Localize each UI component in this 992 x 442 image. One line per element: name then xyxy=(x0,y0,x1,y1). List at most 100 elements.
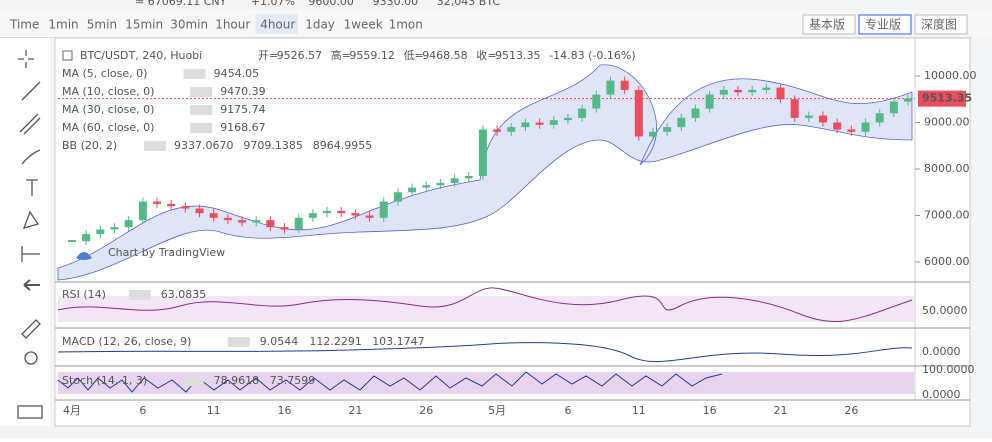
date-label: 6 xyxy=(564,404,571,417)
candle xyxy=(351,213,360,216)
indicator-value: 9337.0670 xyxy=(174,139,234,152)
rsi-line xyxy=(57,287,913,322)
pane-value: 63.0835 xyxy=(161,288,207,301)
view-label[interactable]: 基本版 xyxy=(809,18,845,32)
indicator-name: MA (5, close, 0) xyxy=(62,67,147,80)
candle xyxy=(592,94,601,109)
pane-name: MACD (12, 26, close, 9) xyxy=(62,335,191,348)
date-label: 26 xyxy=(844,404,858,417)
candle xyxy=(677,117,686,128)
ticker-text: +1.07% xyxy=(251,0,295,8)
candle xyxy=(507,127,516,132)
ohlc-text: 高= xyxy=(331,48,351,62)
interval-button[interactable]: 1week xyxy=(344,18,383,32)
candle xyxy=(563,117,572,121)
change-text: -14.83 (-0.16%) xyxy=(549,49,635,62)
candle xyxy=(691,108,700,118)
candle xyxy=(875,113,884,123)
last-price-box xyxy=(918,90,966,107)
legend-icon xyxy=(62,50,73,61)
pane-buttons xyxy=(181,376,204,386)
indicator-value: 9168.67 xyxy=(220,121,266,134)
indicator-value: 8964.9955 xyxy=(313,139,373,152)
y-tick-label: 7000.00 xyxy=(924,209,970,222)
interval-button[interactable]: 1hour xyxy=(215,18,250,32)
candle xyxy=(223,217,232,221)
candle xyxy=(252,220,261,223)
indicator-name: MA (60, close, 0) xyxy=(62,121,154,134)
interval-button[interactable]: 5min xyxy=(87,18,117,32)
candle xyxy=(393,192,402,202)
indicator-name: BB (20, 2) xyxy=(62,139,117,152)
watermark: Chart by TradingView xyxy=(108,246,225,259)
view-button[interactable] xyxy=(858,14,912,35)
indicator-buttons xyxy=(190,105,213,115)
candle xyxy=(719,89,728,95)
interval-button[interactable]: 30min xyxy=(170,18,208,32)
candle xyxy=(478,129,487,176)
date-label: 21 xyxy=(774,404,788,417)
indicator-buttons xyxy=(183,69,206,79)
view-label[interactable]: 专业版 xyxy=(865,17,901,32)
view-label[interactable]: 深度图 xyxy=(921,17,957,32)
date-label: 16 xyxy=(703,404,717,417)
pane-value: 73.7599 xyxy=(270,374,316,387)
pane-tick-label: 0.0000 xyxy=(922,388,961,401)
candle xyxy=(493,129,502,132)
indicator-value: 9470.39 xyxy=(220,85,266,98)
y-tick-label: 10000.00 xyxy=(924,69,977,82)
candle xyxy=(308,213,317,218)
view-button[interactable] xyxy=(802,14,856,35)
interval-button[interactable]: 1min xyxy=(48,18,78,32)
ticker-text: ≈ 67069.11 CNY xyxy=(135,0,227,8)
candle xyxy=(138,201,147,221)
stoch-line xyxy=(57,371,723,393)
indicator-name: MA (10, close, 0) xyxy=(62,85,154,98)
interval-active[interactable] xyxy=(255,14,299,34)
y-tick-label: 9000.00 xyxy=(924,115,970,128)
candle xyxy=(124,220,133,228)
watermark-logo xyxy=(76,252,92,260)
candle xyxy=(280,227,289,230)
interval-button[interactable]: 15min xyxy=(125,18,163,32)
pane-name: RSI (14) xyxy=(62,288,106,301)
interval-button[interactable]: 4hour xyxy=(260,18,295,32)
date-label: 21 xyxy=(348,404,362,417)
candle xyxy=(748,89,757,93)
pane-name: Stoch (14, 1, 3) xyxy=(62,374,147,387)
rsi-band xyxy=(58,296,914,322)
view-button[interactable] xyxy=(914,14,968,35)
interval-button[interactable]: 1mon xyxy=(389,18,423,32)
candle xyxy=(620,80,629,90)
candle xyxy=(337,210,346,214)
candle xyxy=(450,178,459,183)
ticker-text: 9330.00 xyxy=(373,0,419,8)
candle xyxy=(606,80,615,95)
candle xyxy=(323,210,332,214)
legend-title: BTC/USDT, 240, Huobi xyxy=(80,49,202,62)
candle xyxy=(238,220,247,223)
date-label: 26 xyxy=(419,404,433,417)
candle xyxy=(549,120,558,125)
candle xyxy=(889,101,898,114)
candle xyxy=(634,89,643,137)
candle xyxy=(705,94,714,109)
candle xyxy=(819,115,828,123)
candle xyxy=(861,122,870,132)
y-tick-label: 8000.00 xyxy=(924,162,970,175)
interval-button[interactable]: 1day xyxy=(305,18,335,32)
macd-line xyxy=(57,342,913,363)
pane-value: 9.0544 xyxy=(260,335,299,348)
candle xyxy=(776,87,785,100)
pane-tick-label: 100.0000 xyxy=(922,363,975,376)
ohlc-text: 9526.57 xyxy=(277,49,323,62)
pane-buttons xyxy=(128,290,151,300)
last-price-label: 9513.35 xyxy=(922,92,972,105)
ticker-text: 32,043 BTC xyxy=(437,0,501,8)
candle xyxy=(209,213,218,218)
ohlc-text: 9513.35 xyxy=(495,49,541,62)
interval-button[interactable]: Time xyxy=(9,18,39,32)
candle xyxy=(733,89,742,93)
candle xyxy=(266,220,275,228)
